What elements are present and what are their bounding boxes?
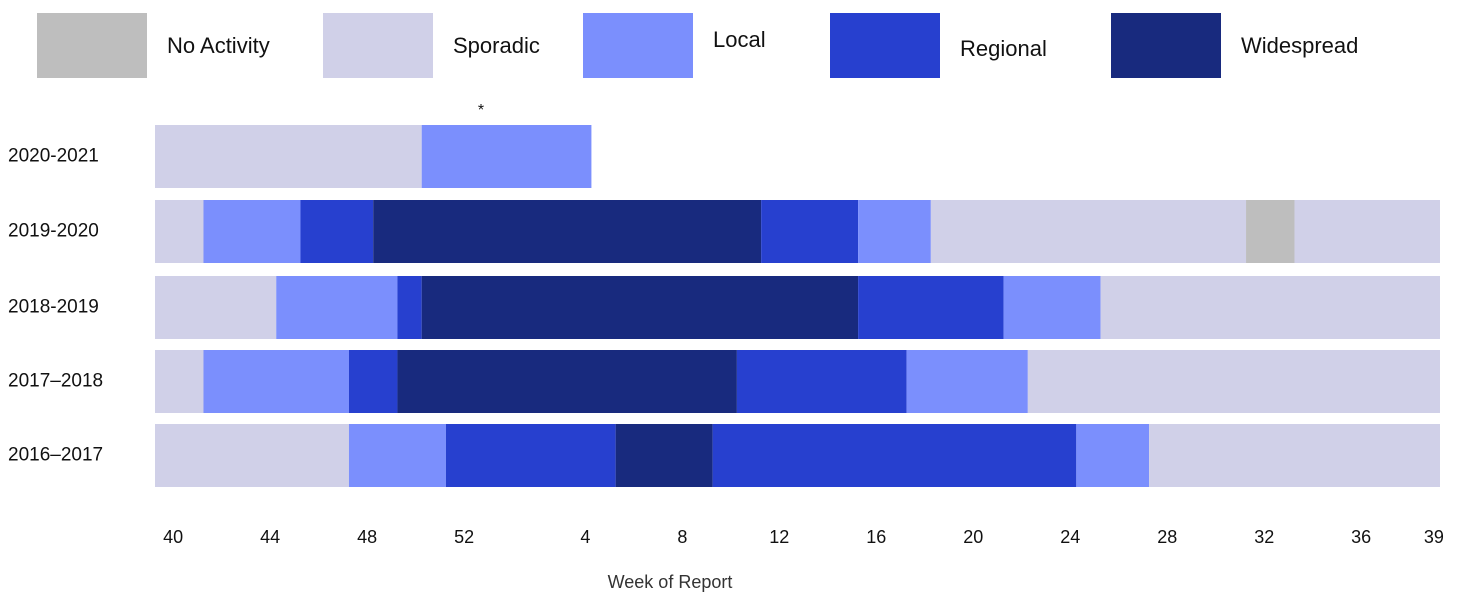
segment	[300, 200, 374, 263]
row-label: 2019-2020	[8, 221, 99, 242]
segment	[858, 200, 931, 263]
x-tick-label: 8	[677, 527, 687, 547]
x-tick-label: 48	[357, 527, 377, 547]
row-label: 2018-2019	[8, 297, 99, 318]
x-tick-label: 32	[1254, 527, 1274, 547]
segment	[348, 424, 446, 487]
segment	[155, 276, 277, 339]
segment	[397, 350, 737, 413]
x-axis-title: Week of Report	[608, 572, 733, 592]
legend-label: Widespread	[1241, 33, 1358, 58]
segment	[712, 424, 1077, 487]
segment	[1100, 276, 1440, 339]
row-label: 2016–2017	[8, 445, 103, 466]
segment	[1027, 350, 1440, 413]
x-tick-label: 40	[163, 527, 183, 547]
segment	[348, 350, 398, 413]
x-tick-label: 28	[1157, 527, 1177, 547]
x-tick-label: 36	[1351, 527, 1371, 547]
segment	[421, 125, 592, 188]
segment	[1003, 276, 1101, 339]
legend-swatch	[323, 13, 433, 78]
segment	[1076, 424, 1150, 487]
x-tick-label: 52	[454, 527, 474, 547]
x-tick-label: 12	[769, 527, 789, 547]
segment	[445, 424, 616, 487]
segment	[155, 200, 204, 263]
legend-label: Sporadic	[453, 33, 540, 58]
segment	[615, 424, 713, 487]
segment	[906, 350, 1028, 413]
segment	[397, 276, 422, 339]
annotation: *	[478, 102, 484, 119]
segment	[155, 424, 349, 487]
segment	[930, 200, 1247, 263]
segment	[203, 200, 301, 263]
row-label: 2020-2021	[8, 146, 99, 167]
segment	[1246, 200, 1295, 263]
row-label: 2017–2018	[8, 371, 103, 392]
segment	[761, 200, 859, 263]
legend-label: Regional	[960, 36, 1047, 61]
segment	[736, 350, 907, 413]
legend-swatch	[830, 13, 940, 78]
x-tick-label: 44	[260, 527, 280, 547]
x-tick-label: 24	[1060, 527, 1080, 547]
x-tick-label: 20	[963, 527, 983, 547]
legend-swatch	[37, 13, 147, 78]
segment	[858, 276, 1004, 339]
segment	[203, 350, 349, 413]
segment	[421, 276, 859, 339]
legend-swatch	[583, 13, 693, 78]
segment	[155, 350, 204, 413]
segment	[373, 200, 762, 263]
x-tick-label: 4	[580, 527, 590, 547]
legend-label: No Activity	[167, 33, 270, 58]
x-tick-label: 16	[866, 527, 886, 547]
segment	[1294, 200, 1440, 263]
segment	[155, 125, 422, 188]
legend-label: Local	[713, 27, 766, 52]
segment	[1149, 424, 1440, 487]
x-tick-label: 39	[1424, 527, 1444, 547]
segment	[276, 276, 398, 339]
legend-swatch	[1111, 13, 1221, 78]
